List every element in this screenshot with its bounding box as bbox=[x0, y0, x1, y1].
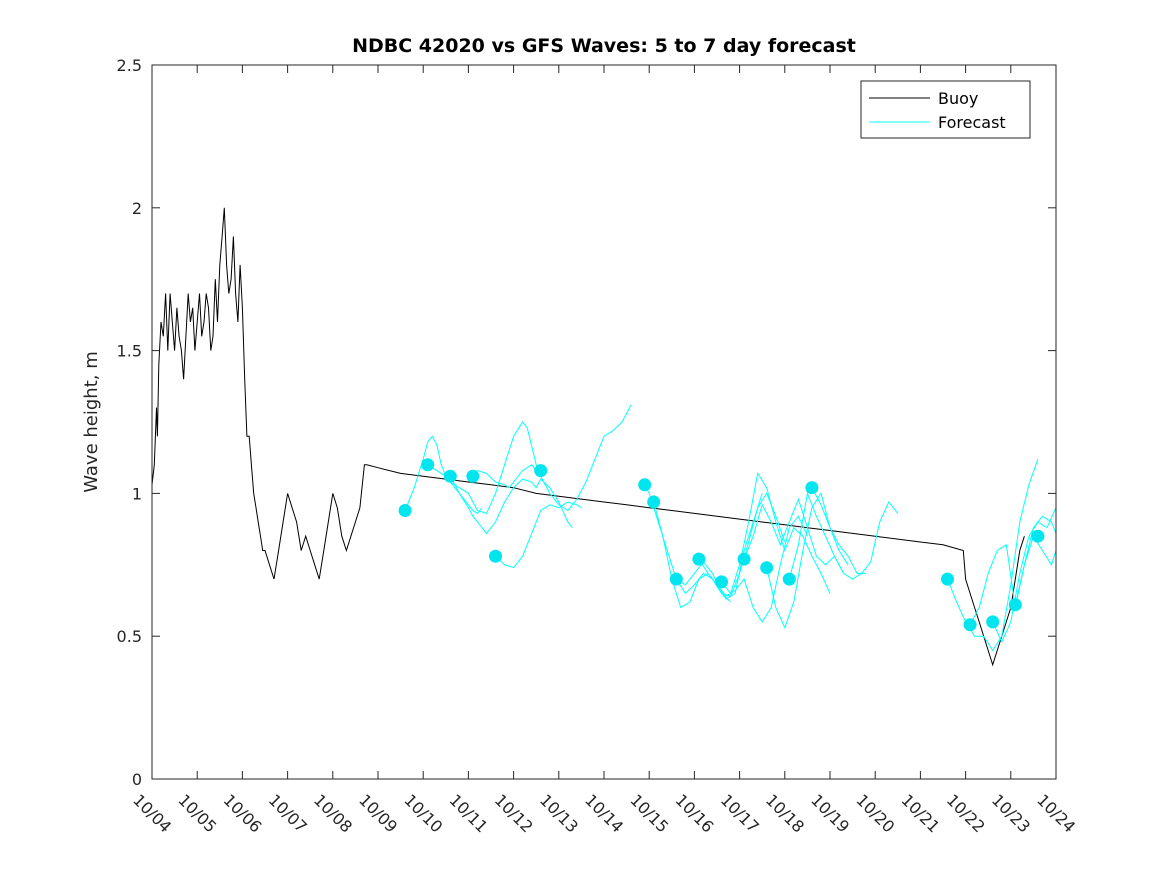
forecast-marker bbox=[466, 469, 480, 483]
forecast-series-line-8 bbox=[676, 492, 786, 597]
forecast-series-line-4 bbox=[472, 404, 632, 512]
y-axis: 0 0.5 1 1.5 2 2.5 bbox=[117, 56, 1056, 789]
forecast-series-line-10 bbox=[721, 472, 831, 595]
forecast-marker bbox=[638, 478, 652, 492]
forecast-series-line-13 bbox=[788, 491, 899, 580]
forecast-series-line-11 bbox=[743, 497, 845, 574]
y-tick-label: 0 bbox=[132, 770, 142, 789]
forecast-series-line-14 bbox=[811, 487, 867, 574]
forecast-marker bbox=[737, 552, 751, 566]
forecast-marker bbox=[1008, 598, 1022, 612]
forecast-series-line-17 bbox=[992, 507, 1057, 644]
y-tick-label: 1.5 bbox=[117, 342, 142, 361]
chart-title: NDBC 42020 vs GFS Waves: 5 to 7 day fore… bbox=[352, 35, 856, 57]
forecast-marker bbox=[963, 618, 977, 632]
forecast-series-line-15 bbox=[947, 458, 1039, 652]
forecast-series-line-12 bbox=[766, 492, 849, 629]
buoy-series-line bbox=[151, 207, 1025, 667]
forecast-marker bbox=[489, 549, 502, 563]
y-tick-label: 2.5 bbox=[117, 56, 142, 75]
forecast-marker bbox=[421, 458, 435, 472]
y-tick-label: 0.5 bbox=[117, 627, 142, 646]
forecast-series-line-5 bbox=[495, 501, 582, 569]
forecast-marker bbox=[805, 481, 819, 495]
forecast-marker bbox=[986, 615, 1000, 629]
forecast-marker bbox=[398, 504, 412, 517]
forecast-series-line-18 bbox=[1014, 515, 1057, 605]
forecast-marker bbox=[941, 572, 954, 586]
forecast-marker bbox=[782, 572, 796, 586]
forecast-marker bbox=[534, 464, 548, 478]
y-tick-label: 1 bbox=[132, 484, 142, 503]
forecast-marker bbox=[715, 575, 728, 589]
forecast-marker bbox=[669, 572, 683, 586]
plot-area bbox=[152, 65, 1056, 779]
legend-forecast-label: Forecast bbox=[938, 113, 1006, 132]
y-tick-label: 2 bbox=[132, 199, 142, 218]
y-axis-label: Wave height, m bbox=[81, 351, 102, 492]
forecast-series-line-3 bbox=[449, 476, 573, 535]
forecast-marker bbox=[647, 495, 661, 509]
legend-buoy-label: Buoy bbox=[938, 89, 978, 108]
forecast-marker bbox=[1031, 529, 1045, 543]
forecast-marker bbox=[443, 469, 457, 483]
legend-box bbox=[860, 80, 1031, 139]
legend: Buoy Forecast bbox=[860, 80, 1031, 139]
marker-layer bbox=[398, 458, 1045, 632]
forecast-marker bbox=[760, 561, 774, 575]
forecast-marker bbox=[692, 552, 706, 566]
